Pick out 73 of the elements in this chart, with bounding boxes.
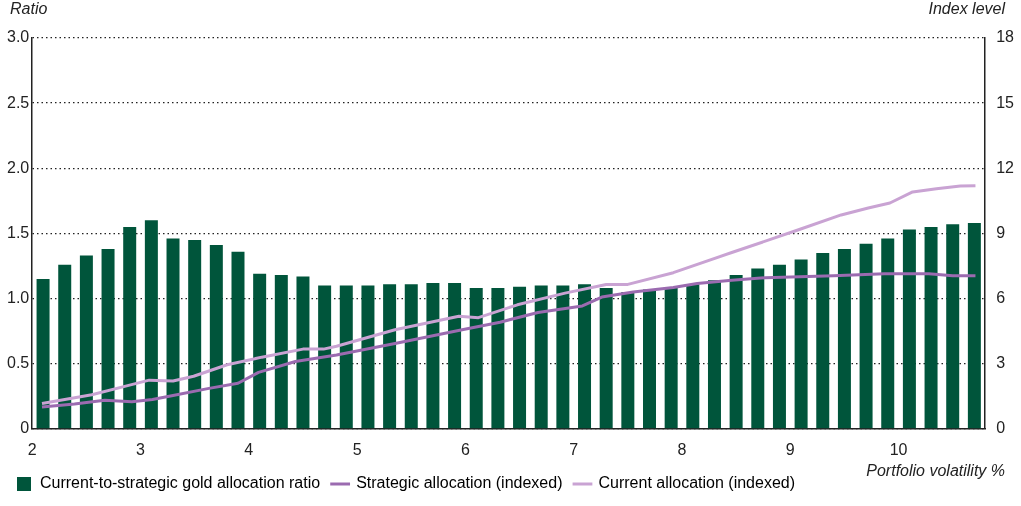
bar: [469, 288, 483, 429]
bar: [902, 229, 916, 429]
legend-label: Strategic allocation (indexed): [356, 474, 563, 492]
bar: [166, 238, 180, 429]
bar: [209, 245, 223, 429]
bar: [881, 238, 895, 429]
y-tick-label: 1.5: [6, 223, 30, 241]
bar: [491, 288, 505, 429]
x-tick-label: 7: [569, 440, 579, 458]
bar: [274, 275, 288, 429]
y-tick-label: 3.0: [6, 28, 30, 46]
y-tick-label: 0: [20, 419, 30, 437]
bar: [58, 264, 72, 429]
y2-tick-label: 18: [996, 28, 1015, 46]
bar: [361, 285, 375, 429]
bar: [36, 278, 50, 429]
legend-label: Current allocation (indexed): [598, 474, 796, 492]
bar: [534, 285, 548, 429]
bar: [556, 285, 570, 429]
bar: [599, 288, 613, 429]
bar: [967, 222, 981, 429]
y2-tick-label: 9: [996, 223, 1006, 241]
x-tick-label: 3: [136, 440, 146, 458]
bar: [794, 259, 808, 429]
y2-tick-label: 3: [996, 354, 1006, 372]
bar: [296, 276, 310, 429]
y-tick-label: 2.5: [6, 93, 30, 111]
bar: [816, 252, 830, 429]
bar: [318, 285, 332, 429]
y-axis-title: Ratio: [10, 0, 48, 18]
x-tick-label: 2: [27, 440, 37, 458]
bar: [578, 284, 592, 429]
bar: [686, 284, 700, 429]
x-tick-label: 9: [785, 440, 795, 458]
bar: [144, 220, 158, 429]
bar: [101, 249, 115, 429]
y2-tick-label: 0: [996, 419, 1006, 437]
y2-tick-label: 12: [996, 158, 1015, 176]
bar: [621, 292, 635, 429]
bar: [924, 226, 938, 429]
bar: [404, 284, 418, 429]
bar: [188, 239, 202, 429]
bar: [772, 264, 786, 429]
x-tick-label: 10: [889, 440, 908, 458]
bar: [837, 249, 851, 429]
bar: [79, 255, 93, 429]
bar: [513, 286, 527, 429]
bar: [383, 284, 397, 429]
x-tick-label: 4: [244, 440, 254, 458]
x-tick-label: 6: [460, 440, 470, 458]
bar: [123, 226, 137, 429]
x-tick-label: 5: [352, 440, 362, 458]
y-tick-label: 1.0: [6, 288, 30, 306]
bar: [426, 282, 440, 429]
bar: [231, 251, 245, 429]
bar: [729, 275, 743, 429]
bar: [707, 280, 721, 429]
bar: [751, 268, 765, 429]
bar: [448, 282, 462, 429]
y2-tick-label: 6: [996, 288, 1006, 306]
x-axis-title: Portfolio volatility %: [866, 462, 1005, 480]
bar: [859, 243, 873, 429]
y-tick-label: 0.5: [6, 354, 30, 372]
legend-label: Current-to-strategic gold allocation ratio: [40, 474, 321, 492]
bar: [664, 288, 678, 429]
y-tick-label: 2.0: [6, 158, 30, 176]
x-tick-label: 8: [677, 440, 687, 458]
bar: [946, 224, 960, 429]
bar: [253, 273, 267, 429]
bar: [643, 289, 656, 429]
y2-axis-title: Index level: [928, 0, 1006, 18]
y2-tick-label: 15: [996, 93, 1015, 111]
bar: [339, 285, 353, 429]
